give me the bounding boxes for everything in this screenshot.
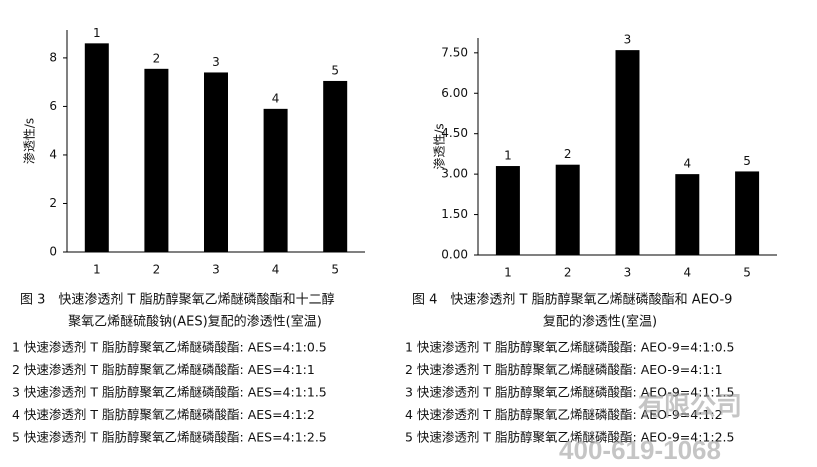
caption: 图 4 快速渗透剂 T 脂肪醇聚氧乙烯醚磷酸酯和 AEO-9	[412, 292, 732, 308]
bar	[263, 108, 288, 252]
caption: 复配的渗透性(室温)	[543, 314, 657, 330]
y-tick-label: 0.00	[441, 248, 468, 262]
note: 4 快速渗透剂 T 脂肪醇聚氧乙烯醚磷酸酯: AEO-9=4:1:2	[405, 407, 723, 422]
bar-label: 4	[683, 157, 691, 171]
watermark: 400-619-1068	[559, 435, 721, 465]
bar	[84, 43, 109, 252]
x-tick-label: 3	[212, 263, 220, 277]
bar	[204, 72, 228, 252]
note: 2 快速渗透剂 T 脂肪醇聚氧乙烯醚磷酸酯: AEO-9=4:1:1	[405, 362, 723, 377]
bar-label: 2	[153, 51, 161, 65]
note: 5 快速渗透剂 T 脂肪醇聚氧乙烯醚磷酸酯: AES=4:1:2.5	[12, 430, 327, 445]
bar	[144, 68, 169, 252]
bar-label: 1	[93, 26, 101, 40]
y-tick-label: 7.50	[441, 45, 468, 59]
y-tick-label: 6.00	[441, 86, 468, 100]
note: 3 快速渗透剂 T 脂肪醇聚氧乙烯醚磷酸酯: AEO-9=4:1:1.5	[405, 385, 734, 400]
caption: 聚氧乙烯醚硫酸钠(AES)复配的渗透性(室温)	[68, 314, 322, 330]
bar	[555, 164, 580, 255]
bar-label: 5	[331, 63, 339, 77]
bar	[323, 80, 348, 252]
x-tick-label: 4	[272, 263, 280, 277]
note: 4 快速渗透剂 T 脂肪醇聚氧乙烯醚磷酸酯: AES=4:1:2	[12, 407, 315, 422]
x-tick-label: 1	[93, 263, 101, 277]
x-tick-label: 2	[153, 263, 161, 277]
bar-label: 3	[212, 55, 220, 69]
y-tick-label: 4	[49, 147, 57, 161]
bar-label: 5	[743, 154, 751, 168]
note: 2 快速渗透剂 T 脂肪醇聚氧乙烯醚磷酸酯: AES=4:1:1	[12, 362, 315, 377]
bar-label: 2	[564, 147, 572, 161]
bar	[495, 166, 520, 255]
y-tick-label: 2	[49, 196, 57, 210]
bar	[675, 174, 700, 255]
x-tick-label: 5	[331, 263, 339, 277]
watermark: 有限公司	[638, 391, 742, 421]
note: 1 快速渗透剂 T 脂肪醇聚氧乙烯醚磷酸酯: AES=4:1:0.5	[12, 340, 327, 355]
bar-label: 3	[624, 33, 632, 47]
bar	[615, 50, 640, 256]
bar-label: 4	[272, 91, 280, 105]
y-tick-label: 1.50	[441, 207, 468, 221]
x-tick-label: 4	[683, 266, 691, 280]
y-tick-label: 4.50	[441, 126, 468, 140]
note: 3 快速渗透剂 T 脂肪醇聚氧乙烯醚磷酸酯: AES=4:1:1.5	[12, 385, 327, 400]
note: 1 快速渗透剂 T 脂肪醇聚氧乙烯醚磷酸酯: AEO-9=4:1:0.5	[405, 340, 734, 355]
bar-label: 1	[504, 149, 512, 163]
note: 5 快速渗透剂 T 脂肪醇聚氧乙烯醚磷酸酯: AEO-9=4:1:2.5	[405, 430, 734, 445]
y-tick-label: 0	[49, 245, 57, 259]
x-tick-label: 5	[743, 266, 751, 280]
y-tick-label: 3.00	[441, 167, 468, 181]
y-tick-label: 8	[49, 50, 57, 64]
x-tick-label: 3	[624, 266, 632, 280]
x-tick-label: 1	[504, 266, 512, 280]
bar	[735, 171, 760, 255]
y-tick-label: 6	[49, 99, 57, 113]
x-tick-label: 2	[564, 266, 572, 280]
caption: 图 3 快速渗透剂 T 脂肪醇聚氧乙烯醚磷酸酯和十二醇	[20, 292, 335, 308]
y-axis-title: 渗透性/s	[432, 123, 447, 169]
y-axis-title: 渗透性/s	[22, 118, 37, 164]
